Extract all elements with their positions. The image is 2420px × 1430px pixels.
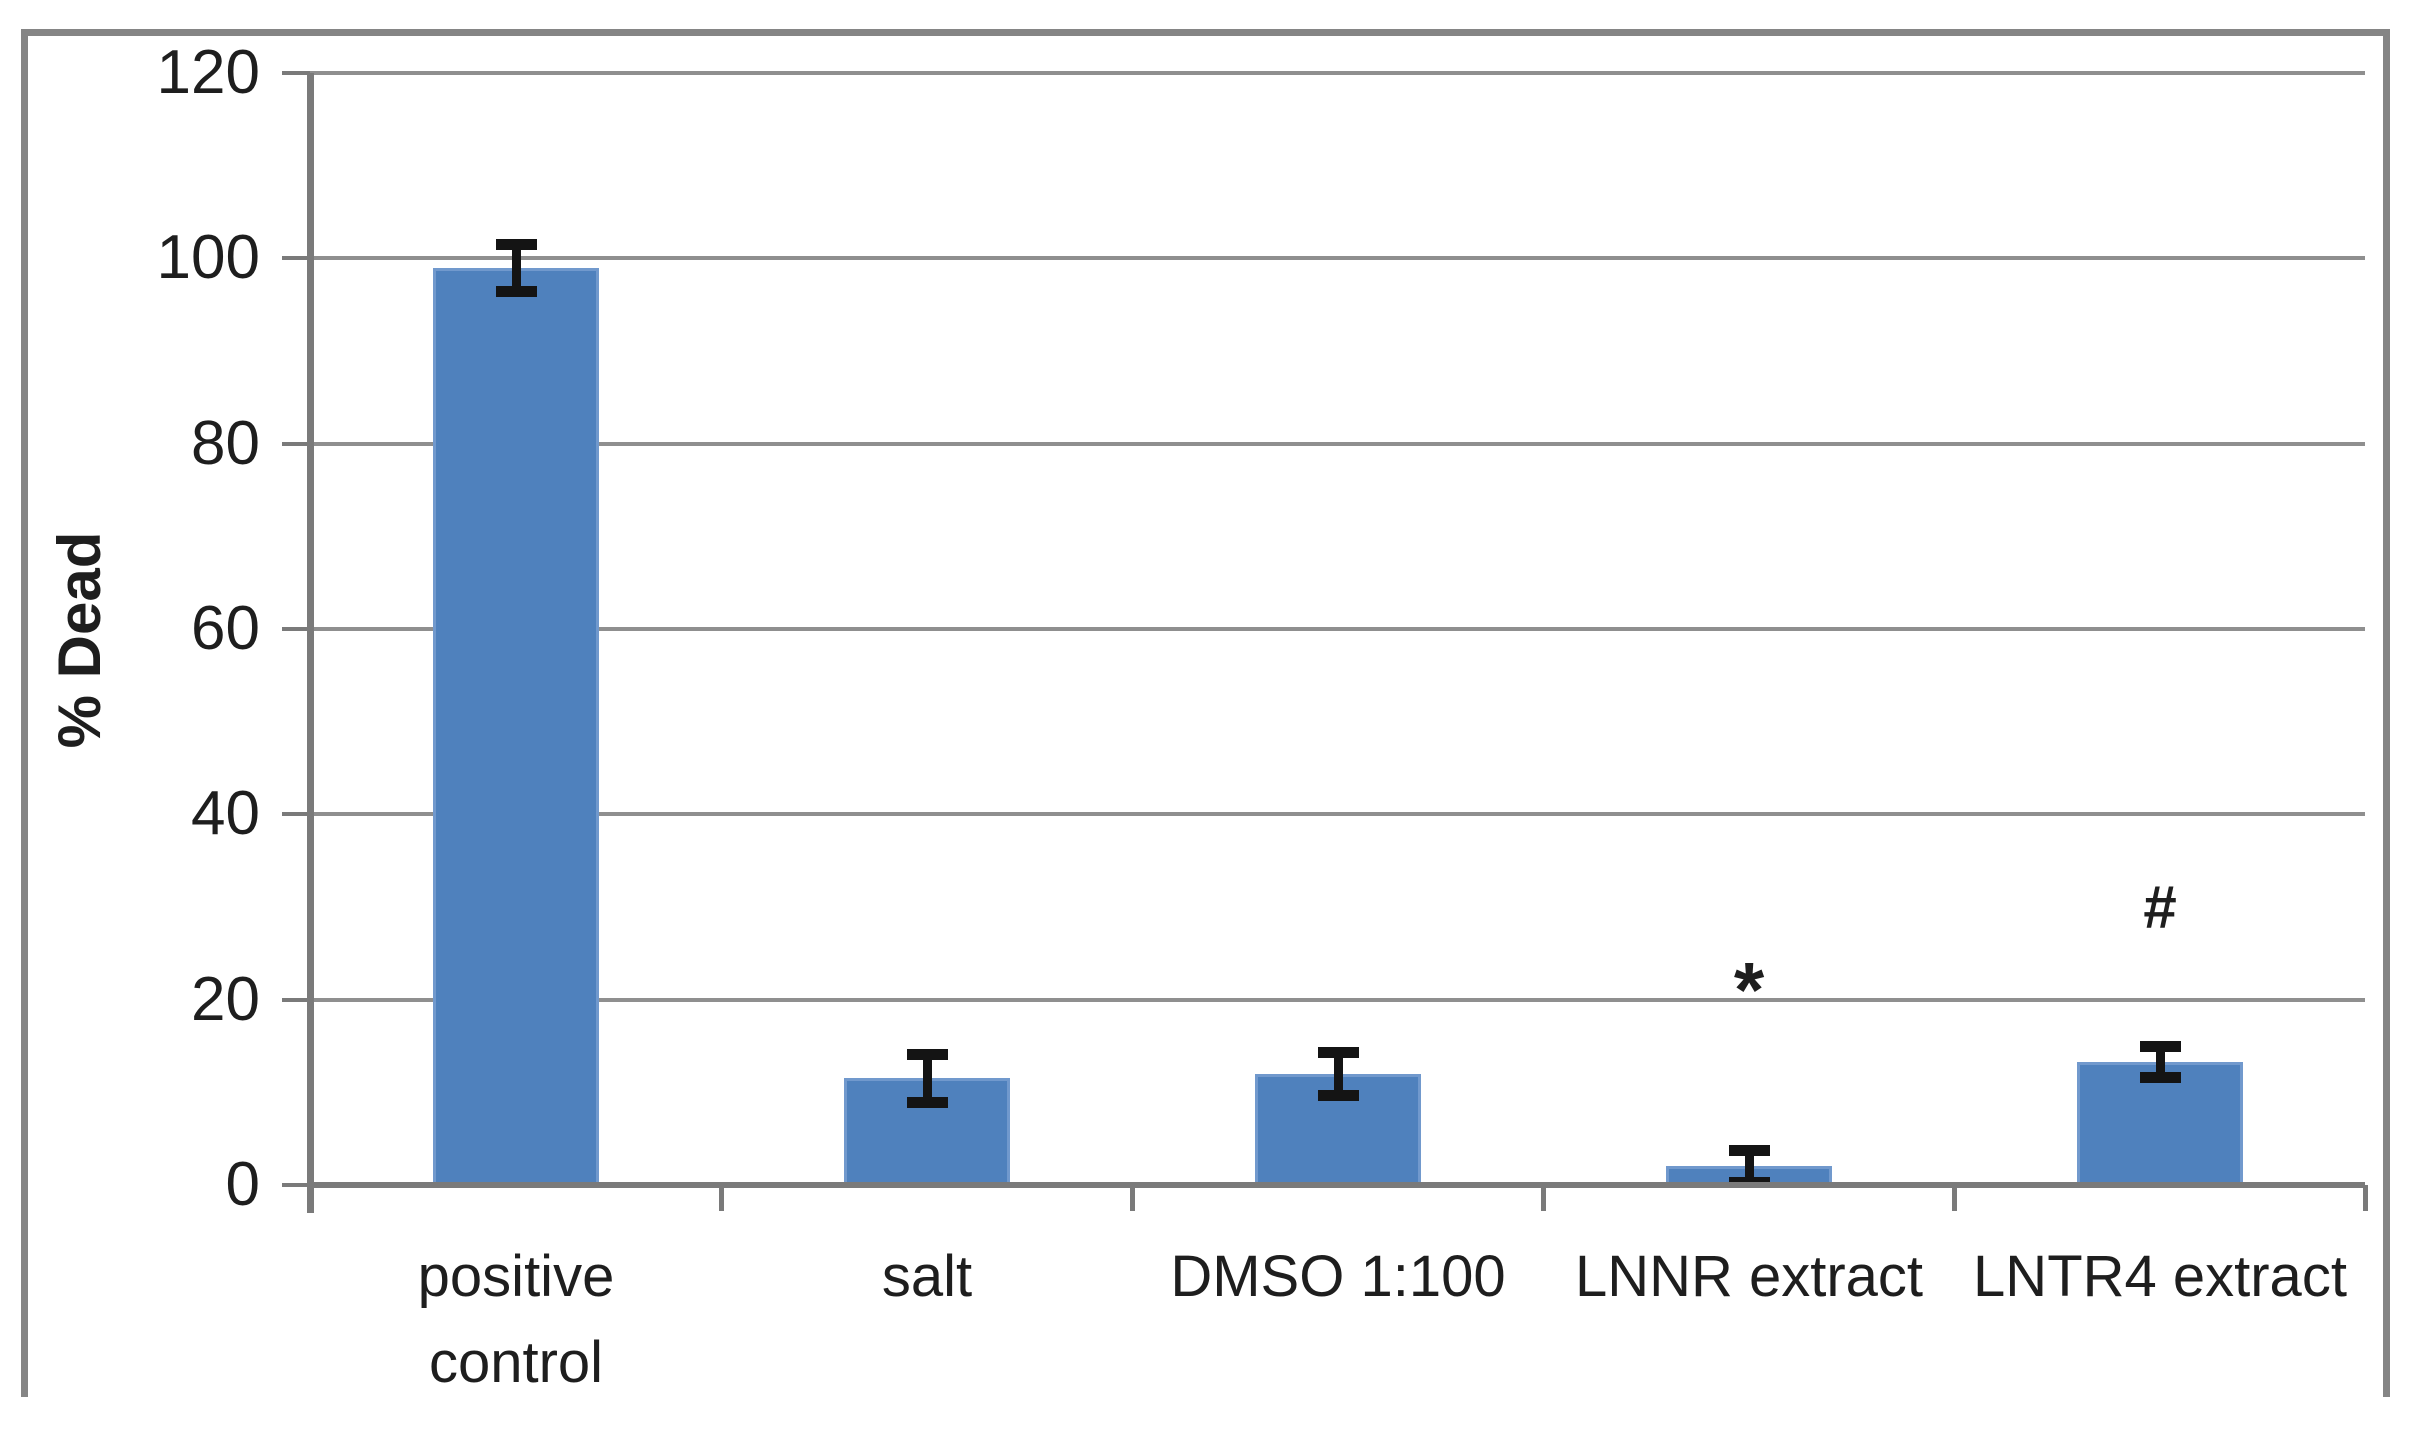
y-tick-label: 40 — [191, 779, 260, 848]
y-axis-tick — [282, 256, 310, 260]
error-bar-cap — [2140, 1072, 2181, 1083]
error-bar-cap — [2140, 1041, 2181, 1052]
gridline — [310, 627, 2365, 631]
gridline — [310, 71, 2365, 75]
y-tick-label: 120 — [156, 38, 260, 107]
chart-frame-right — [2383, 29, 2390, 1397]
error-bar-cap — [907, 1097, 948, 1108]
bar — [433, 268, 599, 1185]
error-bar-line — [1334, 1052, 1343, 1096]
y-tick-label: 60 — [191, 594, 260, 663]
y-axis-tick — [282, 71, 310, 75]
error-bar-line — [2156, 1046, 2165, 1078]
y-axis-tick — [282, 812, 310, 816]
error-bar-cap — [496, 286, 537, 297]
category-label: DMSO 1:100 — [1170, 1244, 1506, 1309]
y-axis-tick — [282, 998, 310, 1002]
chart-frame-top — [21, 29, 2390, 36]
gridline — [310, 256, 2365, 260]
x-axis-line — [307, 1182, 2365, 1188]
error-bar-line — [512, 244, 521, 292]
x-axis-tick — [719, 1185, 724, 1211]
error-bar-cap — [1729, 1145, 1770, 1156]
x-axis-tick — [1541, 1185, 1546, 1211]
x-axis-tick — [308, 1185, 313, 1211]
y-tick-label: 100 — [156, 223, 260, 292]
y-axis-line — [307, 73, 314, 1213]
x-axis-tick — [2363, 1185, 2368, 1211]
error-bar-cap — [496, 239, 537, 250]
category-label: positive control — [417, 1244, 615, 1395]
y-axis-tick — [282, 627, 310, 631]
category-label: LNTR4 extract — [1973, 1244, 2347, 1309]
gridline — [310, 442, 2365, 446]
error-bar-cap — [907, 1049, 948, 1060]
error-bar-cap — [1318, 1090, 1359, 1101]
category-label: LNNR extract — [1574, 1244, 1924, 1309]
y-axis-tick — [282, 442, 310, 446]
x-axis-tick — [1130, 1185, 1135, 1211]
x-axis-tick — [1952, 1185, 1957, 1211]
error-bar-cap — [1318, 1047, 1359, 1058]
chart-frame-left — [21, 29, 28, 1397]
y-tick-label: 20 — [191, 965, 260, 1034]
category-label: salt — [881, 1244, 973, 1309]
y-tick-label: 0 — [225, 1150, 260, 1219]
gridline — [310, 812, 2365, 816]
y-axis-tick — [282, 1183, 310, 1187]
error-bar-line — [923, 1054, 932, 1102]
significance-marker: # — [2143, 873, 2177, 941]
significance-marker: * — [1733, 945, 1765, 1034]
error-bar-line — [1745, 1150, 1754, 1183]
gridline — [310, 998, 2365, 1002]
y-tick-label: 80 — [191, 409, 260, 478]
